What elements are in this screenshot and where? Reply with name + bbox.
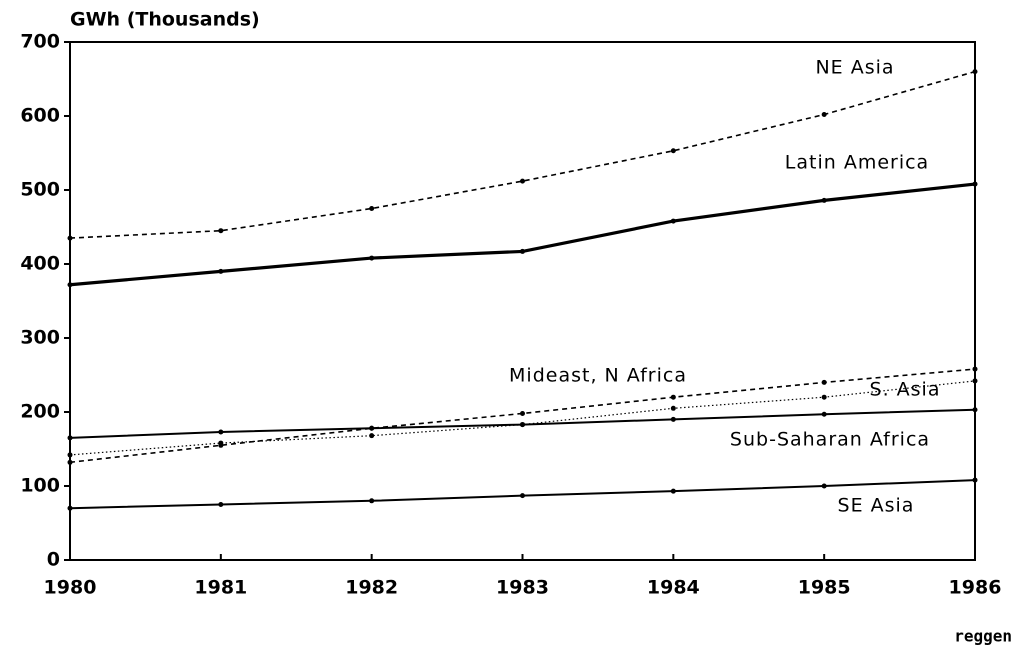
data-point xyxy=(218,228,224,234)
series-label: Latin America xyxy=(785,152,929,174)
data-point xyxy=(670,416,676,422)
x-tick-label: 1983 xyxy=(496,577,549,599)
data-point xyxy=(218,502,224,507)
data-point xyxy=(67,282,73,288)
y-axis-label: GWh (Thousands) xyxy=(70,9,260,31)
data-point xyxy=(520,422,525,428)
x-tick-label: 1981 xyxy=(194,577,247,599)
data-point xyxy=(520,248,525,254)
series-label: NE Asia xyxy=(815,57,894,79)
data-point xyxy=(218,429,224,435)
data-point xyxy=(821,112,827,118)
data-point xyxy=(821,379,827,385)
data-point xyxy=(520,410,525,416)
series-line xyxy=(69,182,976,287)
data-point xyxy=(821,411,827,417)
x-tick-label: 1985 xyxy=(798,577,851,599)
x-tick-label: 1986 xyxy=(949,577,1002,599)
x-tick-label: 1984 xyxy=(647,577,700,599)
data-point xyxy=(670,405,676,411)
data-point xyxy=(369,425,375,431)
data-point xyxy=(972,181,978,187)
data-point xyxy=(520,178,525,184)
x-tick-label: 1982 xyxy=(345,577,398,599)
data-point xyxy=(972,366,978,372)
y-tick-label: 300 xyxy=(20,327,60,349)
data-point xyxy=(67,235,73,241)
data-point xyxy=(670,218,676,224)
data-point xyxy=(670,394,676,400)
data-point xyxy=(369,498,375,504)
data-point xyxy=(218,268,224,274)
data-point xyxy=(67,459,73,465)
data-point xyxy=(972,69,978,75)
data-point xyxy=(972,477,978,483)
data-point xyxy=(821,483,827,489)
y-tick-label: 200 xyxy=(20,401,60,423)
plot-frame xyxy=(69,41,976,561)
y-tick-label: 700 xyxy=(20,31,60,53)
data-point xyxy=(369,433,375,439)
y-tick-label: 0 xyxy=(47,549,60,571)
series-label: S. Asia xyxy=(870,379,941,401)
data-point xyxy=(218,440,224,446)
y-tick-label: 100 xyxy=(20,475,60,497)
data-point xyxy=(670,488,676,494)
series-label: SE Asia xyxy=(838,495,915,517)
y-tick-label: 600 xyxy=(20,105,60,127)
y-tick-label: 400 xyxy=(20,253,60,275)
footnote: reggen xyxy=(954,627,1012,646)
data-point xyxy=(821,394,827,400)
data-point xyxy=(821,197,827,203)
data-point xyxy=(972,378,978,384)
data-point xyxy=(520,493,525,499)
data-point xyxy=(67,505,73,511)
data-point xyxy=(369,206,375,211)
y-tick-label: 500 xyxy=(20,179,60,201)
data-point xyxy=(972,407,978,413)
data-point xyxy=(369,255,375,261)
data-point xyxy=(67,435,73,441)
series-label: Sub-Saharan Africa xyxy=(730,429,930,451)
series-label: Mideast, N Africa xyxy=(509,365,687,387)
data-point xyxy=(670,148,676,154)
x-tick-label: 1980 xyxy=(44,577,97,599)
data-point xyxy=(67,452,73,458)
